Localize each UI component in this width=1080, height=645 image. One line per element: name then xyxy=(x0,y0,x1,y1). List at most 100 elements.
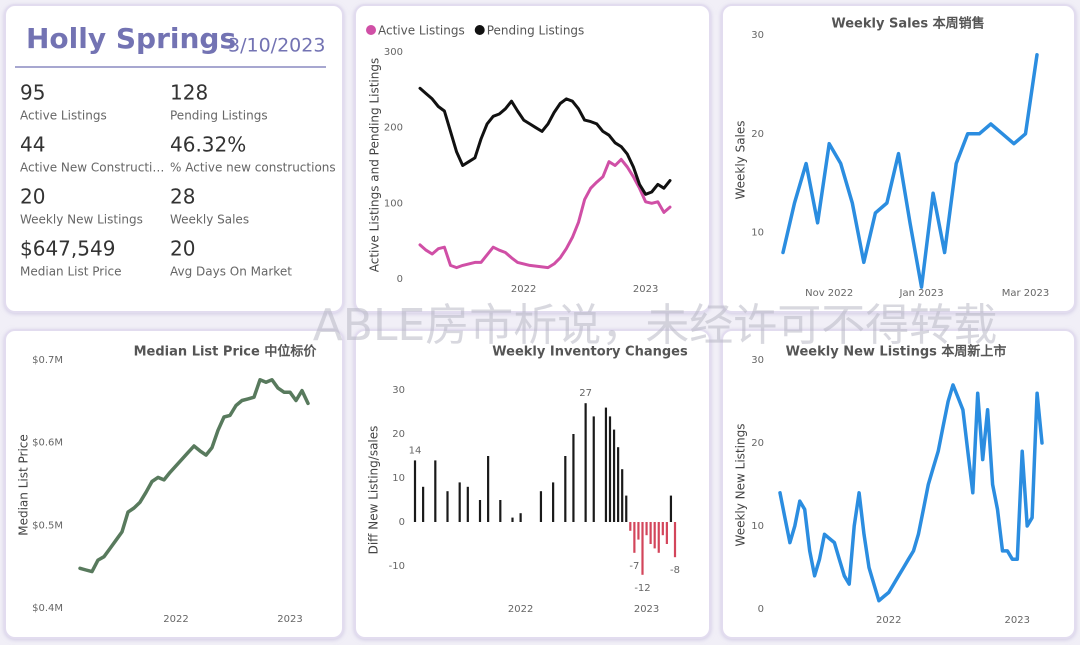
chart: Active Listings and Pending Listings 0 100… xyxy=(366,24,672,295)
kpi-label: Weekly New Listings xyxy=(20,213,143,227)
bar xyxy=(564,456,567,522)
kpi-value: 44 xyxy=(20,133,45,157)
x-tick-label: Mar 2023 xyxy=(1002,288,1050,299)
data-label: -8 xyxy=(670,565,680,576)
bar xyxy=(649,522,652,544)
kpi-date: 3/10/2023 xyxy=(228,35,325,57)
kpi-label: % Active new constructions xyxy=(170,161,336,175)
bar xyxy=(633,522,636,553)
bar xyxy=(669,495,673,522)
bar xyxy=(519,513,522,522)
kpi-value: 28 xyxy=(170,185,195,209)
kpi-label: Active Listings xyxy=(20,109,107,123)
kpi-label: Median List Price xyxy=(20,265,122,279)
y-axis-label: Weekly New Listings xyxy=(734,424,748,547)
bar xyxy=(604,407,608,522)
y-tick-label: 30 xyxy=(751,355,764,366)
y-tick-label: 200 xyxy=(384,123,403,134)
bar xyxy=(539,491,543,522)
bar xyxy=(617,447,620,522)
bar xyxy=(625,495,628,522)
y-tick-label: 20 xyxy=(751,129,764,140)
bar xyxy=(511,517,514,522)
x-tick-label: 2023 xyxy=(633,284,658,295)
y-axis-label: Active Listings and Pending Listings xyxy=(368,58,382,273)
y-tick-label: $0.7M xyxy=(32,355,63,366)
y-tick-label: 30 xyxy=(751,30,764,41)
bar xyxy=(653,522,656,549)
bar xyxy=(446,491,449,522)
bar xyxy=(637,522,640,540)
kpi-value: 20 xyxy=(20,185,45,209)
y-tick-label: 0 xyxy=(758,604,764,615)
x-tick-label: 2022 xyxy=(163,614,188,625)
bar xyxy=(608,416,612,522)
bar xyxy=(629,522,632,531)
line xyxy=(778,383,1044,603)
x-tick-label: Nov 2022 xyxy=(805,288,853,299)
chart-title: Weekly Inventory Changes xyxy=(492,345,688,360)
bar xyxy=(552,482,555,522)
kpi-value: $647,549 xyxy=(20,237,115,261)
kpi-value: 95 xyxy=(20,81,45,105)
y-tick-label: -10 xyxy=(389,561,405,572)
bar xyxy=(661,522,664,536)
y-axis-label: Median List Price xyxy=(17,434,31,536)
y-tick-label: 10 xyxy=(751,521,764,532)
y-tick-label: 20 xyxy=(392,429,405,440)
y-tick-label: 300 xyxy=(384,47,403,58)
kpi-label: Weekly Sales xyxy=(170,213,249,227)
bar xyxy=(487,456,490,522)
chart-title: Median List Price 中位标价 xyxy=(134,344,318,360)
bar xyxy=(434,460,437,522)
x-tick-label: 2022 xyxy=(508,604,533,615)
bar xyxy=(621,469,624,522)
x-tick-label: 2023 xyxy=(277,614,302,625)
bar xyxy=(499,500,502,522)
bar xyxy=(592,416,595,522)
bar xyxy=(641,522,644,575)
y-tick-label: 10 xyxy=(392,473,405,484)
y-tick-label: 30 xyxy=(392,385,405,396)
y-tick-label: 0 xyxy=(397,274,403,285)
data-label: 14 xyxy=(409,445,422,456)
line xyxy=(78,378,310,574)
watermark: ABLE房市析说，未经许可不得转载 xyxy=(313,300,998,351)
x-tick-label: 2022 xyxy=(876,615,901,626)
chart-panel xyxy=(4,329,344,639)
kpi-label: Pending Listings xyxy=(170,109,268,123)
chart: Weekly New Listings 本周新上市 Weekly New List… xyxy=(734,344,1044,626)
series-line xyxy=(418,157,672,270)
x-tick-label: Jan 2023 xyxy=(899,288,944,299)
y-axis-label: Diff New Listing/sales xyxy=(367,426,381,555)
legend-marker xyxy=(366,25,376,35)
bar xyxy=(478,500,482,522)
y-tick-label: $0.5M xyxy=(32,520,63,531)
kpi-title: Holly Springs xyxy=(26,22,236,55)
chart-title: Weekly New Listings 本周新上市 xyxy=(786,344,1007,360)
x-tick-label: 2023 xyxy=(634,604,659,615)
charts: Active Listings and Pending Listings 0 10 0… xyxy=(17,16,1050,627)
bar xyxy=(645,522,648,536)
y-tick-label: 0 xyxy=(399,517,405,528)
kpi-label: Avg Days On Market xyxy=(170,265,292,279)
legend-label: Pending Listings xyxy=(487,24,585,38)
kpi-panel xyxy=(4,4,344,313)
bar xyxy=(458,482,461,522)
series-line xyxy=(418,86,672,196)
x-tick-label: 2022 xyxy=(511,284,536,295)
panels xyxy=(4,4,1076,639)
bar xyxy=(673,522,677,558)
data-label: -12 xyxy=(634,583,650,594)
bar xyxy=(657,522,660,553)
bar xyxy=(572,434,575,522)
kpi-list: 95 Active Listings 128 Pending Listings 44 Ac… xyxy=(20,81,336,279)
kpi-value: 20 xyxy=(170,237,195,261)
y-tick-label: $0.6M xyxy=(32,438,63,449)
bar xyxy=(584,403,587,522)
x-tick-label: 2023 xyxy=(1005,615,1030,626)
kpi-label: Active New Constructi… xyxy=(20,161,164,175)
